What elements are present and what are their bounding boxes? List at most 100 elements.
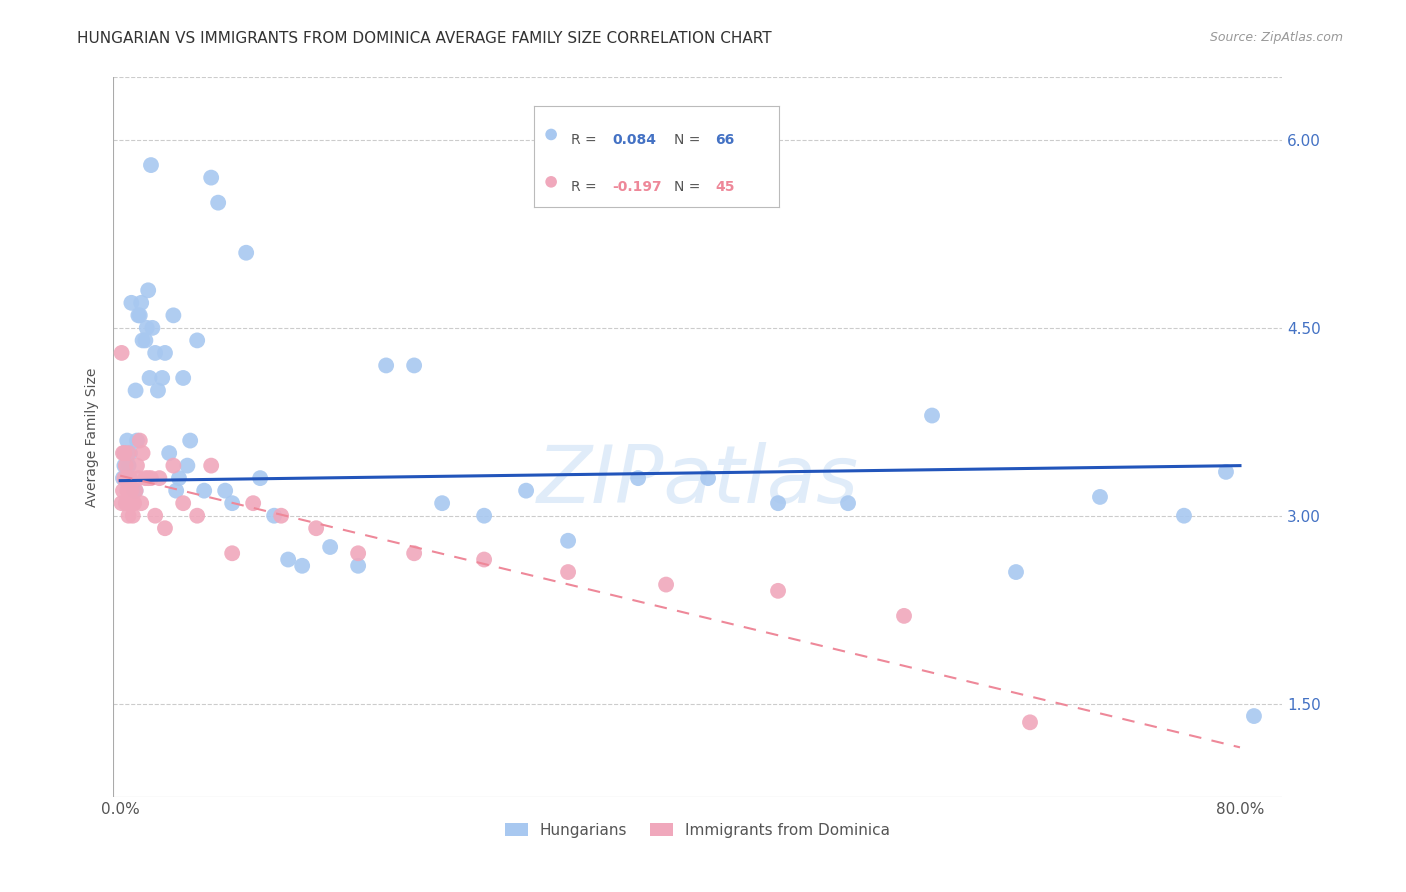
- Point: [131, 446, 153, 460]
- Point: [277, 552, 299, 566]
- Point: [110, 346, 132, 360]
- Point: [124, 483, 146, 498]
- Point: [162, 458, 184, 473]
- Point: [131, 334, 153, 348]
- Point: [157, 446, 180, 460]
- Point: [122, 496, 145, 510]
- Point: [114, 458, 136, 473]
- Point: [221, 546, 243, 560]
- Point: [235, 245, 257, 260]
- Point: [115, 483, 138, 498]
- Point: [117, 446, 139, 460]
- Point: [305, 521, 328, 535]
- Point: [766, 583, 789, 598]
- Point: [112, 446, 135, 460]
- Point: [200, 458, 222, 473]
- Point: [112, 446, 135, 460]
- Point: [134, 334, 156, 348]
- Point: [124, 483, 146, 498]
- Point: [117, 508, 139, 523]
- Point: [1243, 709, 1265, 723]
- Point: [128, 309, 150, 323]
- Point: [143, 346, 166, 360]
- Point: [110, 496, 132, 510]
- Point: [153, 346, 176, 360]
- Point: [138, 371, 160, 385]
- Point: [221, 496, 243, 510]
- Point: [111, 446, 134, 460]
- Point: [115, 434, 138, 448]
- Point: [291, 558, 314, 573]
- Point: [472, 552, 495, 566]
- Point: [118, 496, 141, 510]
- Point: [404, 546, 426, 560]
- Point: [120, 483, 142, 498]
- Point: [172, 371, 194, 385]
- Point: [167, 471, 190, 485]
- Point: [207, 195, 229, 210]
- Point: [1019, 715, 1042, 730]
- Point: [200, 170, 222, 185]
- Point: [139, 471, 162, 485]
- Point: [143, 508, 166, 523]
- Point: [172, 496, 194, 510]
- Point: [557, 565, 579, 579]
- Point: [430, 496, 453, 510]
- Point: [136, 283, 159, 297]
- Point: [117, 458, 139, 473]
- Text: ZIPatlas: ZIPatlas: [537, 442, 859, 520]
- Point: [837, 496, 859, 510]
- Legend: Hungarians, Immigrants from Dominica: Hungarians, Immigrants from Dominica: [499, 816, 897, 844]
- Y-axis label: Average Family Size: Average Family Size: [86, 368, 100, 508]
- Point: [153, 521, 176, 535]
- Point: [141, 321, 163, 335]
- Point: [766, 496, 789, 510]
- Point: [112, 458, 135, 473]
- Point: [1088, 490, 1111, 504]
- Point: [112, 471, 135, 485]
- Point: [263, 508, 285, 523]
- Point: [1173, 508, 1195, 523]
- Point: [404, 359, 426, 373]
- Point: [1005, 565, 1028, 579]
- Point: [193, 483, 215, 498]
- Point: [148, 471, 170, 485]
- Point: [125, 458, 148, 473]
- Point: [125, 434, 148, 448]
- Point: [162, 309, 184, 323]
- Point: [111, 483, 134, 498]
- Point: [165, 483, 187, 498]
- Point: [627, 471, 650, 485]
- Point: [122, 483, 145, 498]
- Point: [176, 458, 198, 473]
- Point: [179, 434, 201, 448]
- Point: [118, 471, 141, 485]
- Point: [1215, 465, 1237, 479]
- Point: [128, 434, 150, 448]
- Point: [242, 496, 264, 510]
- Point: [114, 471, 136, 485]
- Point: [129, 496, 152, 510]
- Text: Source: ZipAtlas.com: Source: ZipAtlas.com: [1209, 31, 1343, 45]
- Point: [893, 608, 915, 623]
- Point: [124, 384, 146, 398]
- Point: [515, 483, 537, 498]
- Point: [347, 546, 370, 560]
- Point: [249, 471, 271, 485]
- Point: [214, 483, 236, 498]
- Point: [111, 471, 134, 485]
- Point: [186, 508, 208, 523]
- Point: [135, 321, 157, 335]
- Point: [127, 471, 149, 485]
- Point: [118, 446, 141, 460]
- Text: HUNGARIAN VS IMMIGRANTS FROM DOMINICA AVERAGE FAMILY SIZE CORRELATION CHART: HUNGARIAN VS IMMIGRANTS FROM DOMINICA AV…: [77, 31, 772, 46]
- Point: [120, 295, 142, 310]
- Point: [319, 540, 342, 554]
- Point: [139, 158, 162, 172]
- Point: [921, 409, 943, 423]
- Point: [127, 309, 149, 323]
- Point: [150, 371, 173, 385]
- Point: [121, 508, 143, 523]
- Point: [136, 471, 159, 485]
- Point: [186, 334, 208, 348]
